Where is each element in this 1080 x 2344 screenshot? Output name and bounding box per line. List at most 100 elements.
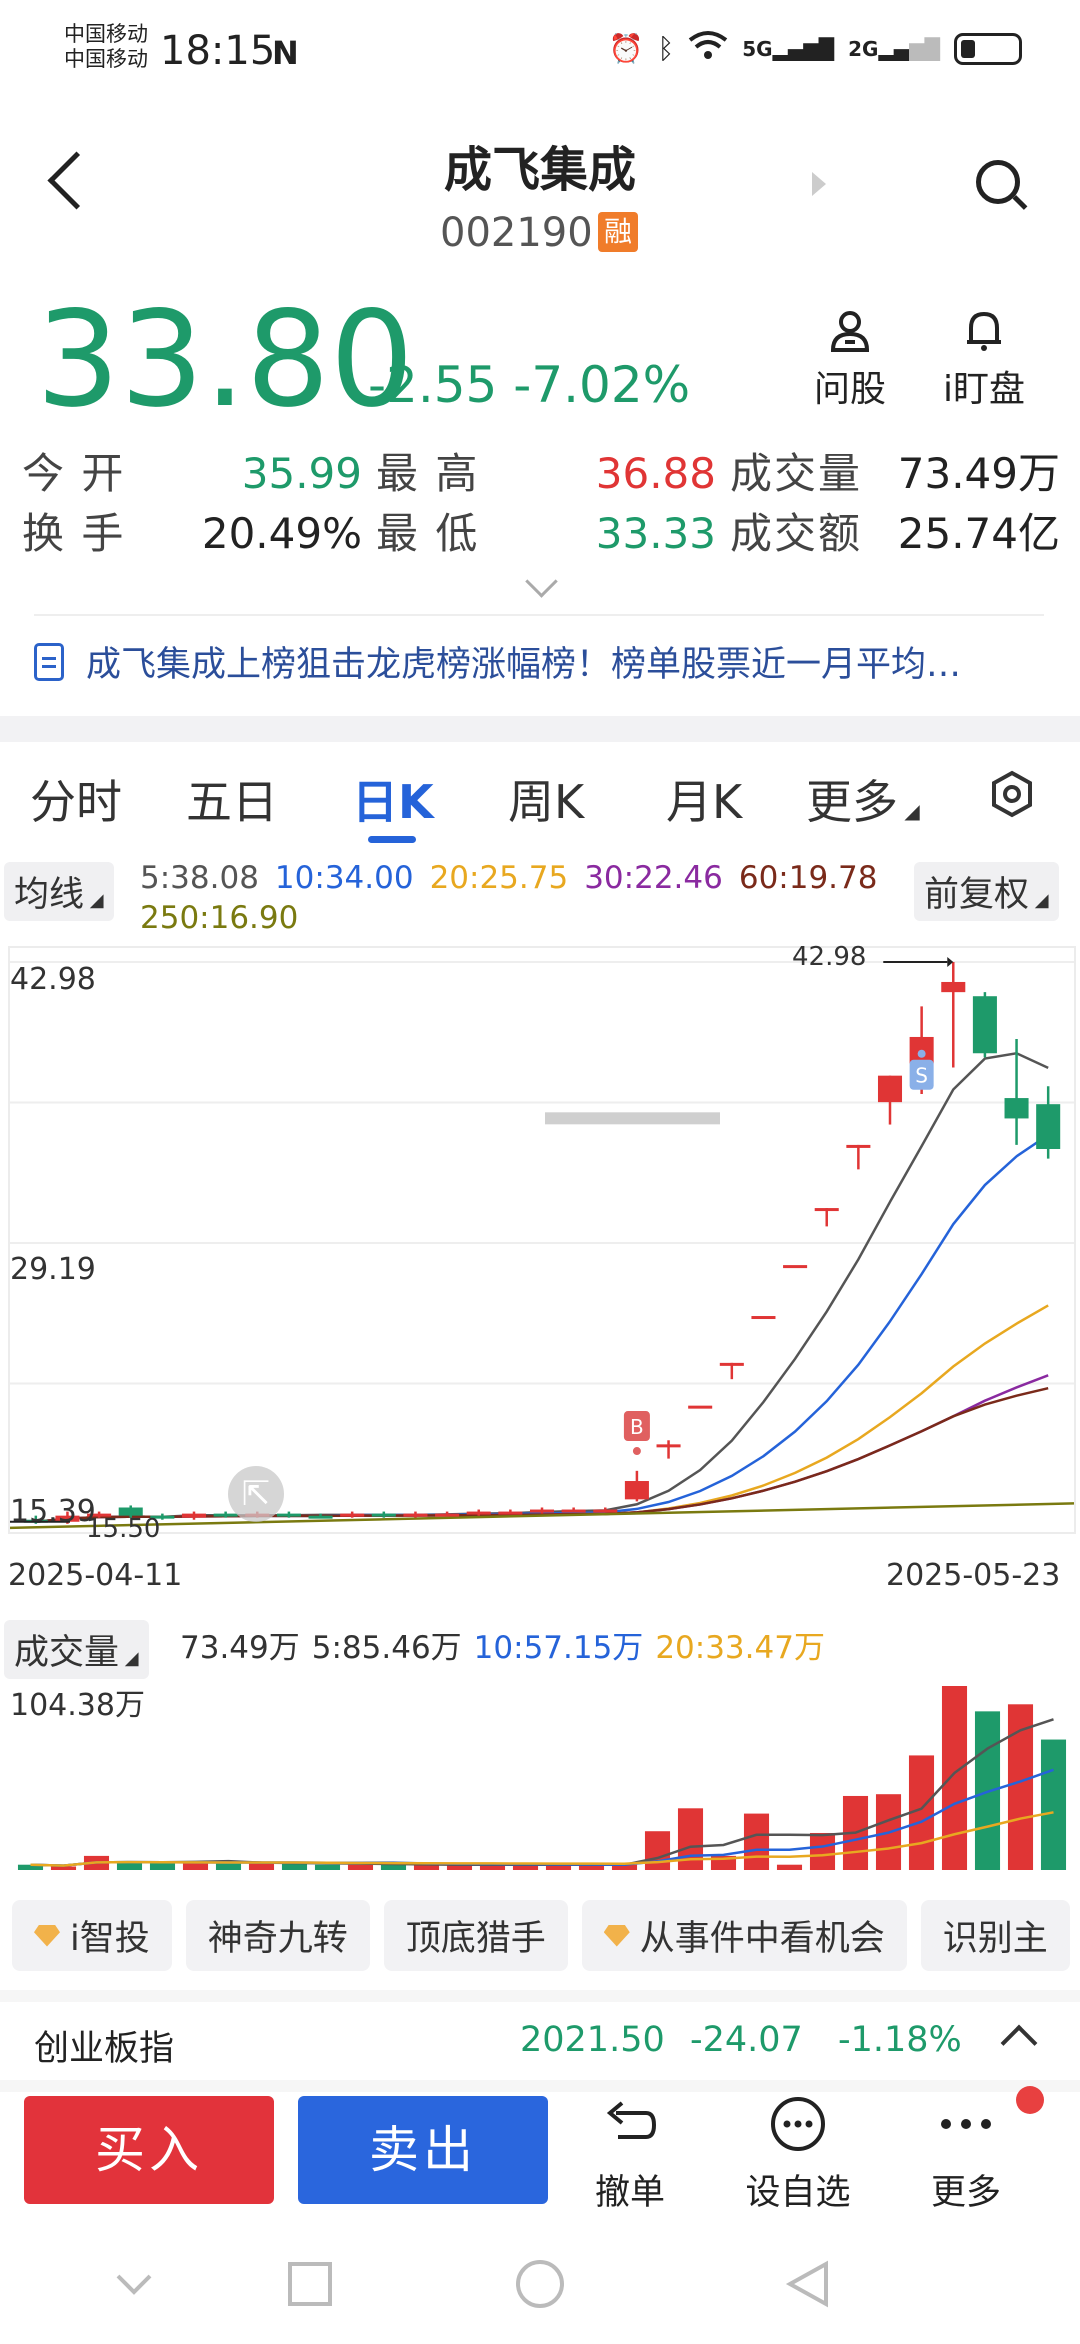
signal-5g-icon: 5G▂▄▆█ [742,36,835,61]
caret-icon: ◢ [898,799,920,823]
volume-bar [776,1864,803,1870]
tool-label: i智投 [70,1919,150,1959]
system-nav [0,2240,1080,2340]
candle-body [751,1316,776,1320]
current-price: 33.80 [36,283,414,437]
open-value: 35.99 [241,449,362,498]
volume-label: 成交量 [730,449,863,498]
low-mark-label: 15.50 [86,1514,161,1544]
turnover-value: 20.49% [201,509,362,558]
volume-bar [215,1862,242,1870]
ma20-line [35,1304,1049,1524]
tab-five-day[interactable]: 五日 [186,775,278,829]
ma5-label: 5:38.08 [140,860,259,896]
cancel-order-button[interactable]: 撤单 [570,2094,690,2215]
caret-icon: ◢ [1029,890,1049,911]
vol-ma10: 10:57.15万 [473,1630,644,1666]
sell-button[interactable]: 卖出 [298,2096,548,2204]
volume-chart[interactable] [8,1678,1076,1874]
add-watchlist-button[interactable]: 设自选 [738,2094,858,2215]
battery-icon [954,32,1022,65]
candle-body [846,1144,871,1148]
volume-bar [578,1864,605,1870]
ma30-line [35,1374,1049,1524]
cancel-order-label: 撤单 [594,2173,665,2213]
reset-chart-icon[interactable]: ⇱ [228,1466,284,1522]
add-watchlist-label: 设自选 [745,2173,851,2213]
y-low-label: 15.39 [10,1494,96,1529]
chart-tabs: 分时 五日 日K 周K 月K 更多 ◢ [0,758,1080,834]
settings-hexagon-icon[interactable] [988,770,1036,818]
tab-daily-k[interactable]: 日K [352,775,434,829]
buy-marker-box [623,1411,650,1442]
status-time: 18:15 [160,28,276,74]
ma30-label: 30:22.46 [584,860,723,896]
section-gap [0,1990,1080,2002]
volume-selector[interactable]: 成交量 ◢ [4,1620,149,1679]
nav-home-icon [516,2260,564,2308]
caret-icon: ◢ [119,1648,139,1669]
candle-body [150,1515,175,1519]
tab-monthly-k[interactable]: 月K [666,775,743,829]
candle-body [308,1515,333,1519]
tab-more[interactable]: 更多 ◢ [806,766,920,832]
tool-events[interactable]: 从事件中看机会 [581,1900,907,1971]
watch-button[interactable]: i盯盘 [934,308,1034,412]
ma60-line [35,1386,1049,1524]
tab-weekly-k[interactable]: 周K [508,775,585,829]
volume-bar [545,1864,572,1870]
volume-bar [149,1862,176,1870]
volume-bar [116,1861,143,1870]
ma250-line [9,1502,1075,1530]
tool-nine-turns[interactable]: 神奇九转 [185,1900,370,1971]
index-ticker[interactable]: 创业板指 2021.50 -24.07 -1.18% [0,2010,1080,2080]
candle-body [1004,1098,1029,1119]
adjust-selector[interactable]: 前复权 ◢ [914,862,1059,921]
search-icon[interactable] [976,160,1020,204]
volume-bar [314,1864,341,1870]
tool-identify[interactable]: 识别主 [920,1900,1070,1971]
volume-bar [347,1864,374,1870]
ma-selector-label: 均线 [14,875,85,915]
wifi-icon [688,30,728,67]
candle-body [814,1208,839,1212]
tab-intraday[interactable]: 分时 [30,775,122,829]
signal-2g-icon: 2G▂▄▆█ [848,36,940,61]
nav-hide-icon [116,2274,152,2295]
vol-y-top: 104.38万 [10,1688,145,1723]
gem-icon [34,1924,60,1947]
next-stock-icon[interactable] [812,172,826,196]
candle-body [972,996,997,1054]
buy-marker: B [623,1411,650,1456]
candle-body [688,1405,713,1409]
news-text: 成飞集成上榜狙击龙虎榜涨幅榜！榜单股票近一月平均… [86,645,962,685]
more-button[interactable]: 更多 [906,2094,1026,2215]
volume-bar [941,1686,968,1870]
quote-stats: 今 开 35.99 最 高 36.88 成交量 73.49万 换 手 20.49… [22,444,1062,564]
y-top-label: 42.98 [10,962,96,997]
news-banner[interactable]: 成飞集成上榜狙击龙虎榜涨幅榜！榜单股票近一月平均… [34,636,1044,687]
high-label: 最 高 [376,449,480,498]
candle-body [87,1513,112,1517]
tool-label: 神奇九转 [207,1919,348,1959]
volume-bar [50,1866,77,1870]
high-mark-label: 42.98 [792,942,867,972]
volume-legend: 73.49万 5:85.46万 10:57.15万 20:33.47万 [180,1622,837,1667]
tool-label: 从事件中看机会 [639,1919,885,1959]
expand-chevron-icon[interactable] [525,565,558,598]
vol-ma5: 5:85.46万 [311,1630,462,1666]
candle-body [561,1509,586,1513]
volume-value: 73.49万 [897,449,1060,498]
tool-chips: i智投 神奇九转 顶底猎手 从事件中看机会 识别主 [0,1900,1080,1971]
ask-stock-button[interactable]: 问股 [800,308,900,412]
ma-selector[interactable]: 均线 ◢ [4,862,114,921]
tool-top-bottom[interactable]: 顶底猎手 [383,1900,568,1971]
sell-marker-box [909,1059,934,1090]
buy-marker-dot [632,1447,641,1456]
candle-body [783,1265,808,1269]
ma-legend: 5:38.08 10:34.00 20:25.75 30:22.46 60:19.78 … [140,858,877,938]
tool-izhitou[interactable]: i智投 [12,1900,172,1971]
buy-button[interactable]: 买入 [24,2096,274,2204]
tab-more-label: 更多 [806,775,898,829]
